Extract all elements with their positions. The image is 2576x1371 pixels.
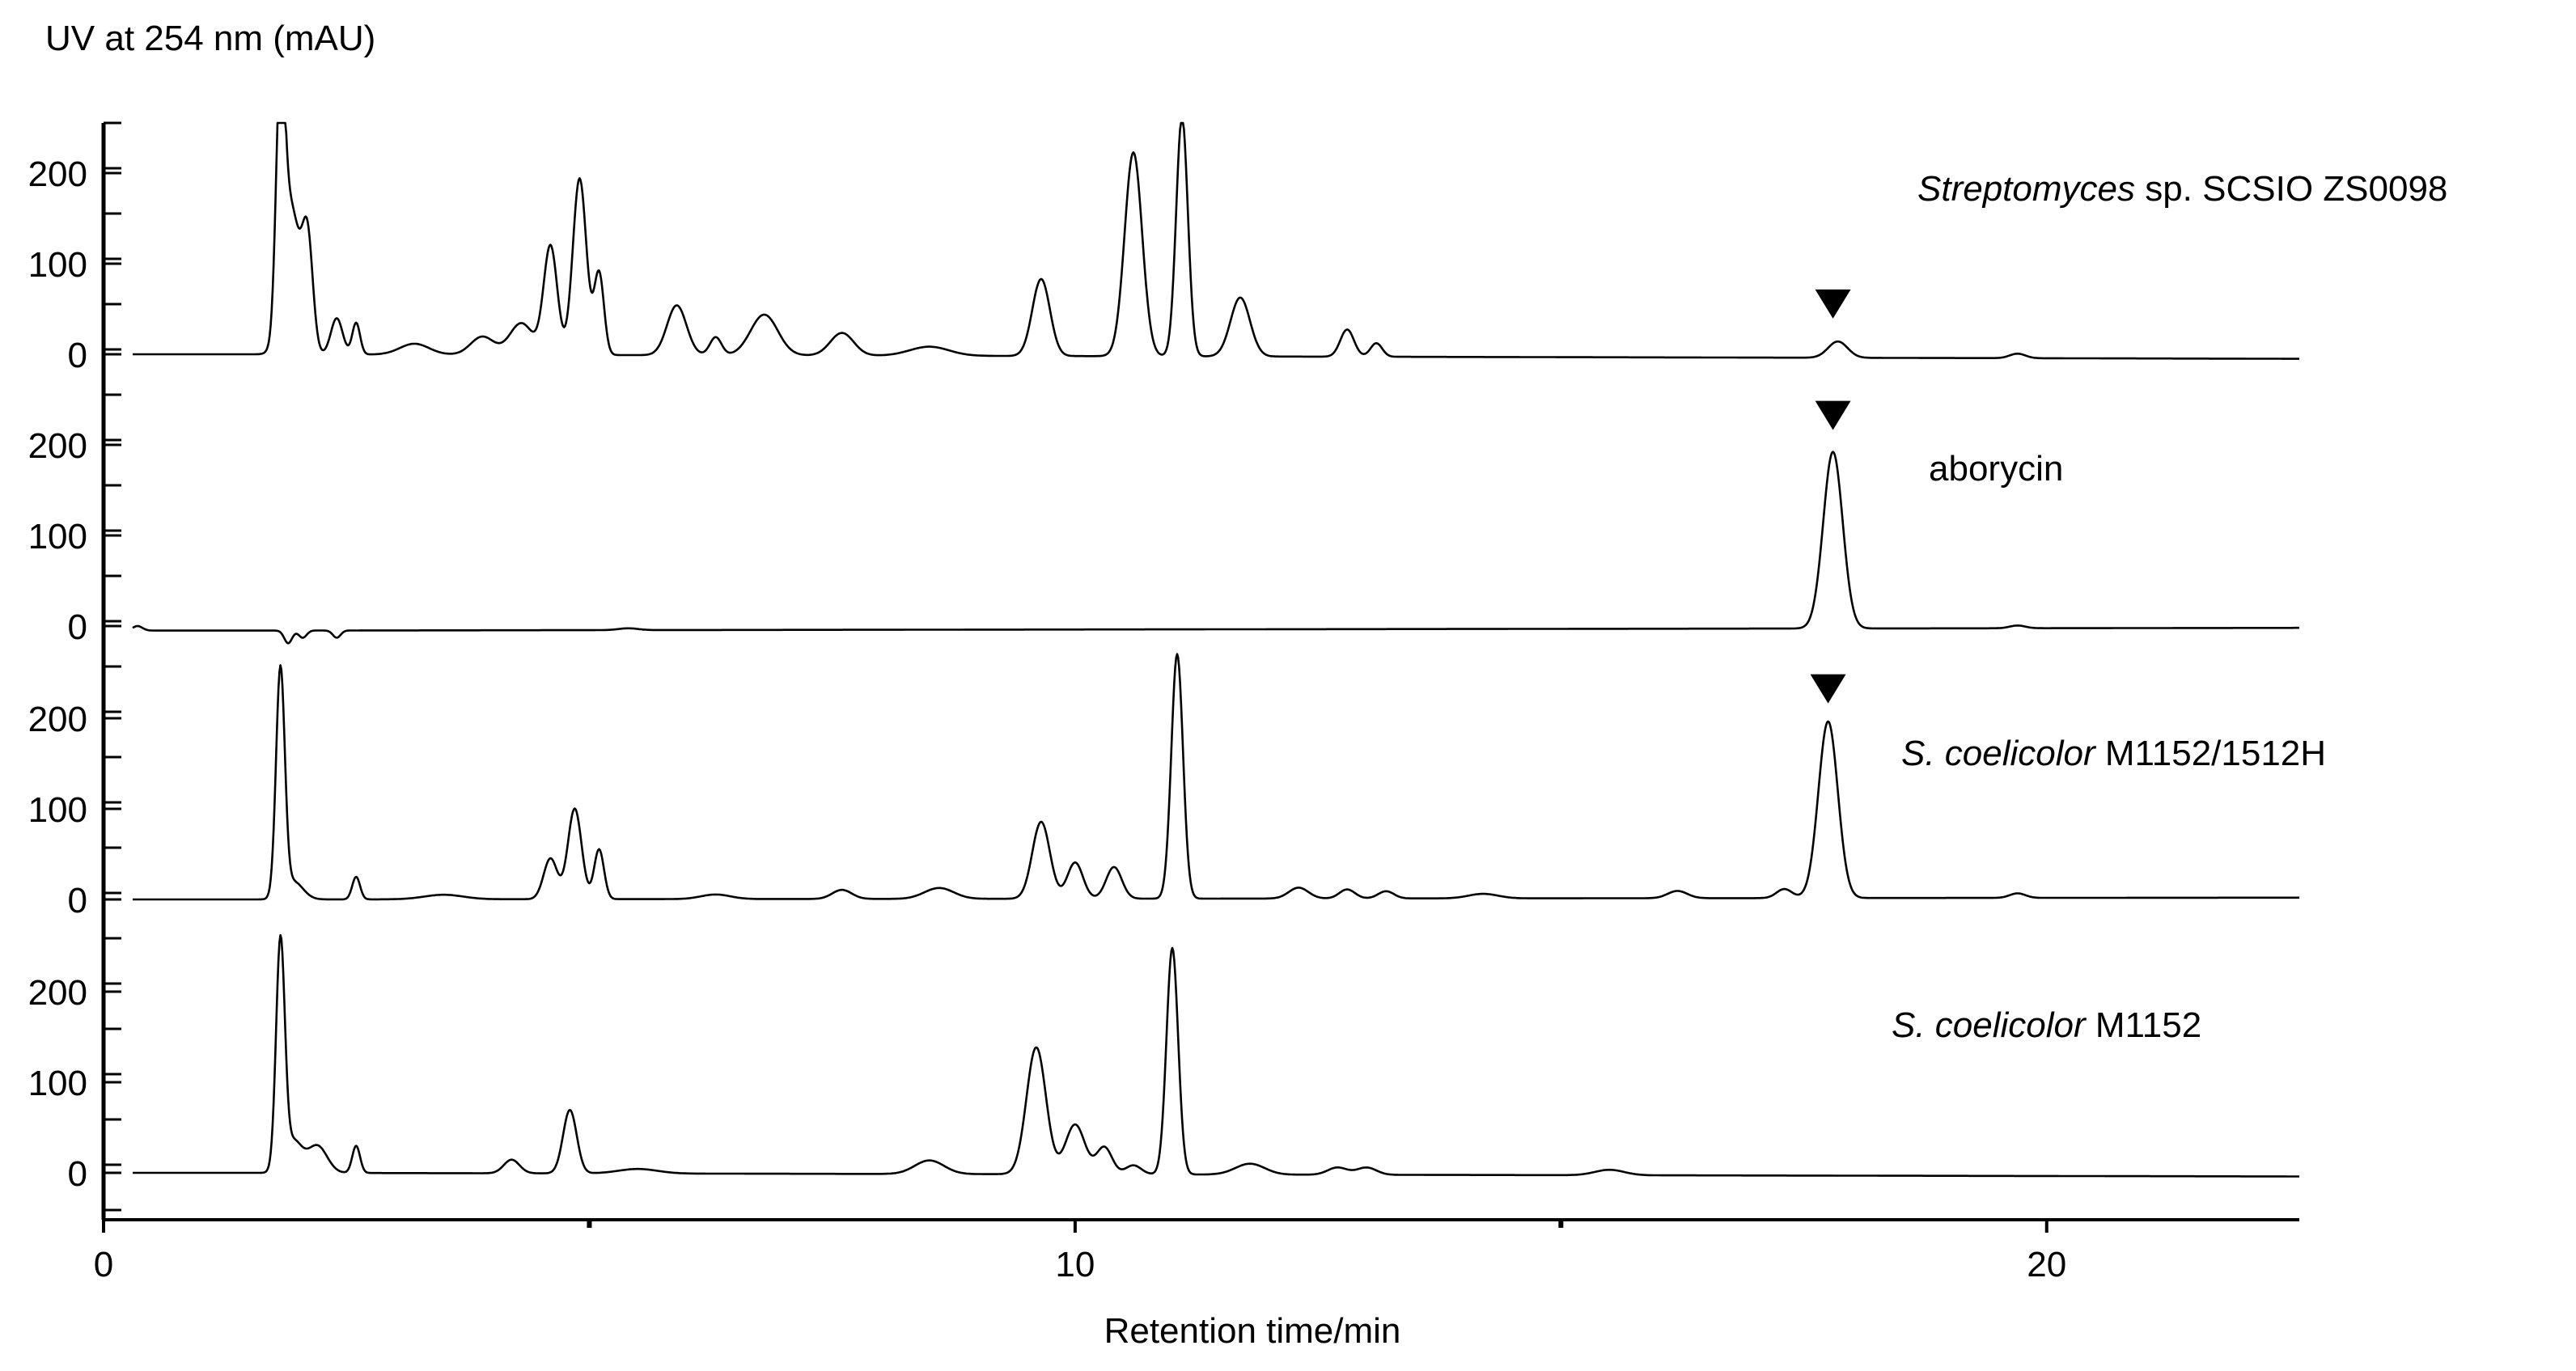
y-tick-label: 100 [28, 517, 87, 556]
trace-label-s4: S. coelicolor M1152 [1892, 1005, 2201, 1045]
trace-label-italic: S. coelicolor [1901, 734, 2097, 773]
y-tick-label: 100 [28, 1064, 87, 1103]
trace-line-s1 [132, 121, 2300, 360]
traces [132, 121, 2300, 1178]
trace-line-s3 [132, 653, 2300, 901]
trace-label-text: M1152 [2086, 1005, 2202, 1045]
x-tick-label: 10 [1055, 1245, 1095, 1284]
trace-label-s1: Streptomyces sp. SCSIO ZS0098 [1917, 169, 2447, 209]
peak-markers [1810, 289, 1851, 704]
y-tick-label: 0 [68, 881, 87, 920]
peak-marker-triangle [1815, 400, 1851, 430]
x-tick-label: 20 [2027, 1245, 2066, 1284]
x-axis-title: Retention time/min [1104, 1311, 1401, 1351]
y-tick-label: 100 [28, 790, 87, 830]
y-tick-label: 0 [68, 1154, 87, 1194]
trace-line-s4 [132, 933, 2300, 1178]
trace-line-s2 [132, 451, 2300, 645]
x-tick-label: 0 [94, 1245, 113, 1284]
trace-label-text: aborycin [1929, 449, 2063, 489]
trace-label-text: M1152/1512H [2095, 734, 2326, 773]
trace-label-s2: aborycin [1929, 449, 2063, 489]
peak-marker-triangle [1810, 674, 1846, 704]
trace-label-italic: S. coelicolor [1892, 1005, 2087, 1045]
trace-label-text: sp. SCSIO ZS0098 [2135, 169, 2447, 209]
trace-labels: Streptomyces sp. SCSIO ZS0098 aborycin S. … [1892, 169, 2447, 1045]
y-tick-label: 200 [28, 426, 87, 466]
peak-marker-triangle [1815, 289, 1851, 319]
y-tick-label: 100 [28, 245, 87, 285]
y-tick-label: 0 [68, 607, 87, 647]
trace-label-italic: Streptomyces [1917, 169, 2135, 209]
axes: 0 100 200 0 100 200 0 100 200 0 100 200 0 10 20 [28, 121, 2299, 1284]
trace-label-s3: S. coelicolor M1152/1512H [1901, 734, 2326, 773]
y-tick-label: 200 [28, 154, 87, 194]
y-tick-label: 200 [28, 700, 87, 739]
y-tick-label: 200 [28, 973, 87, 1013]
y-axis-title: UV at 254 nm (mAU) [45, 19, 375, 58]
y-tick-label: 0 [68, 336, 87, 375]
